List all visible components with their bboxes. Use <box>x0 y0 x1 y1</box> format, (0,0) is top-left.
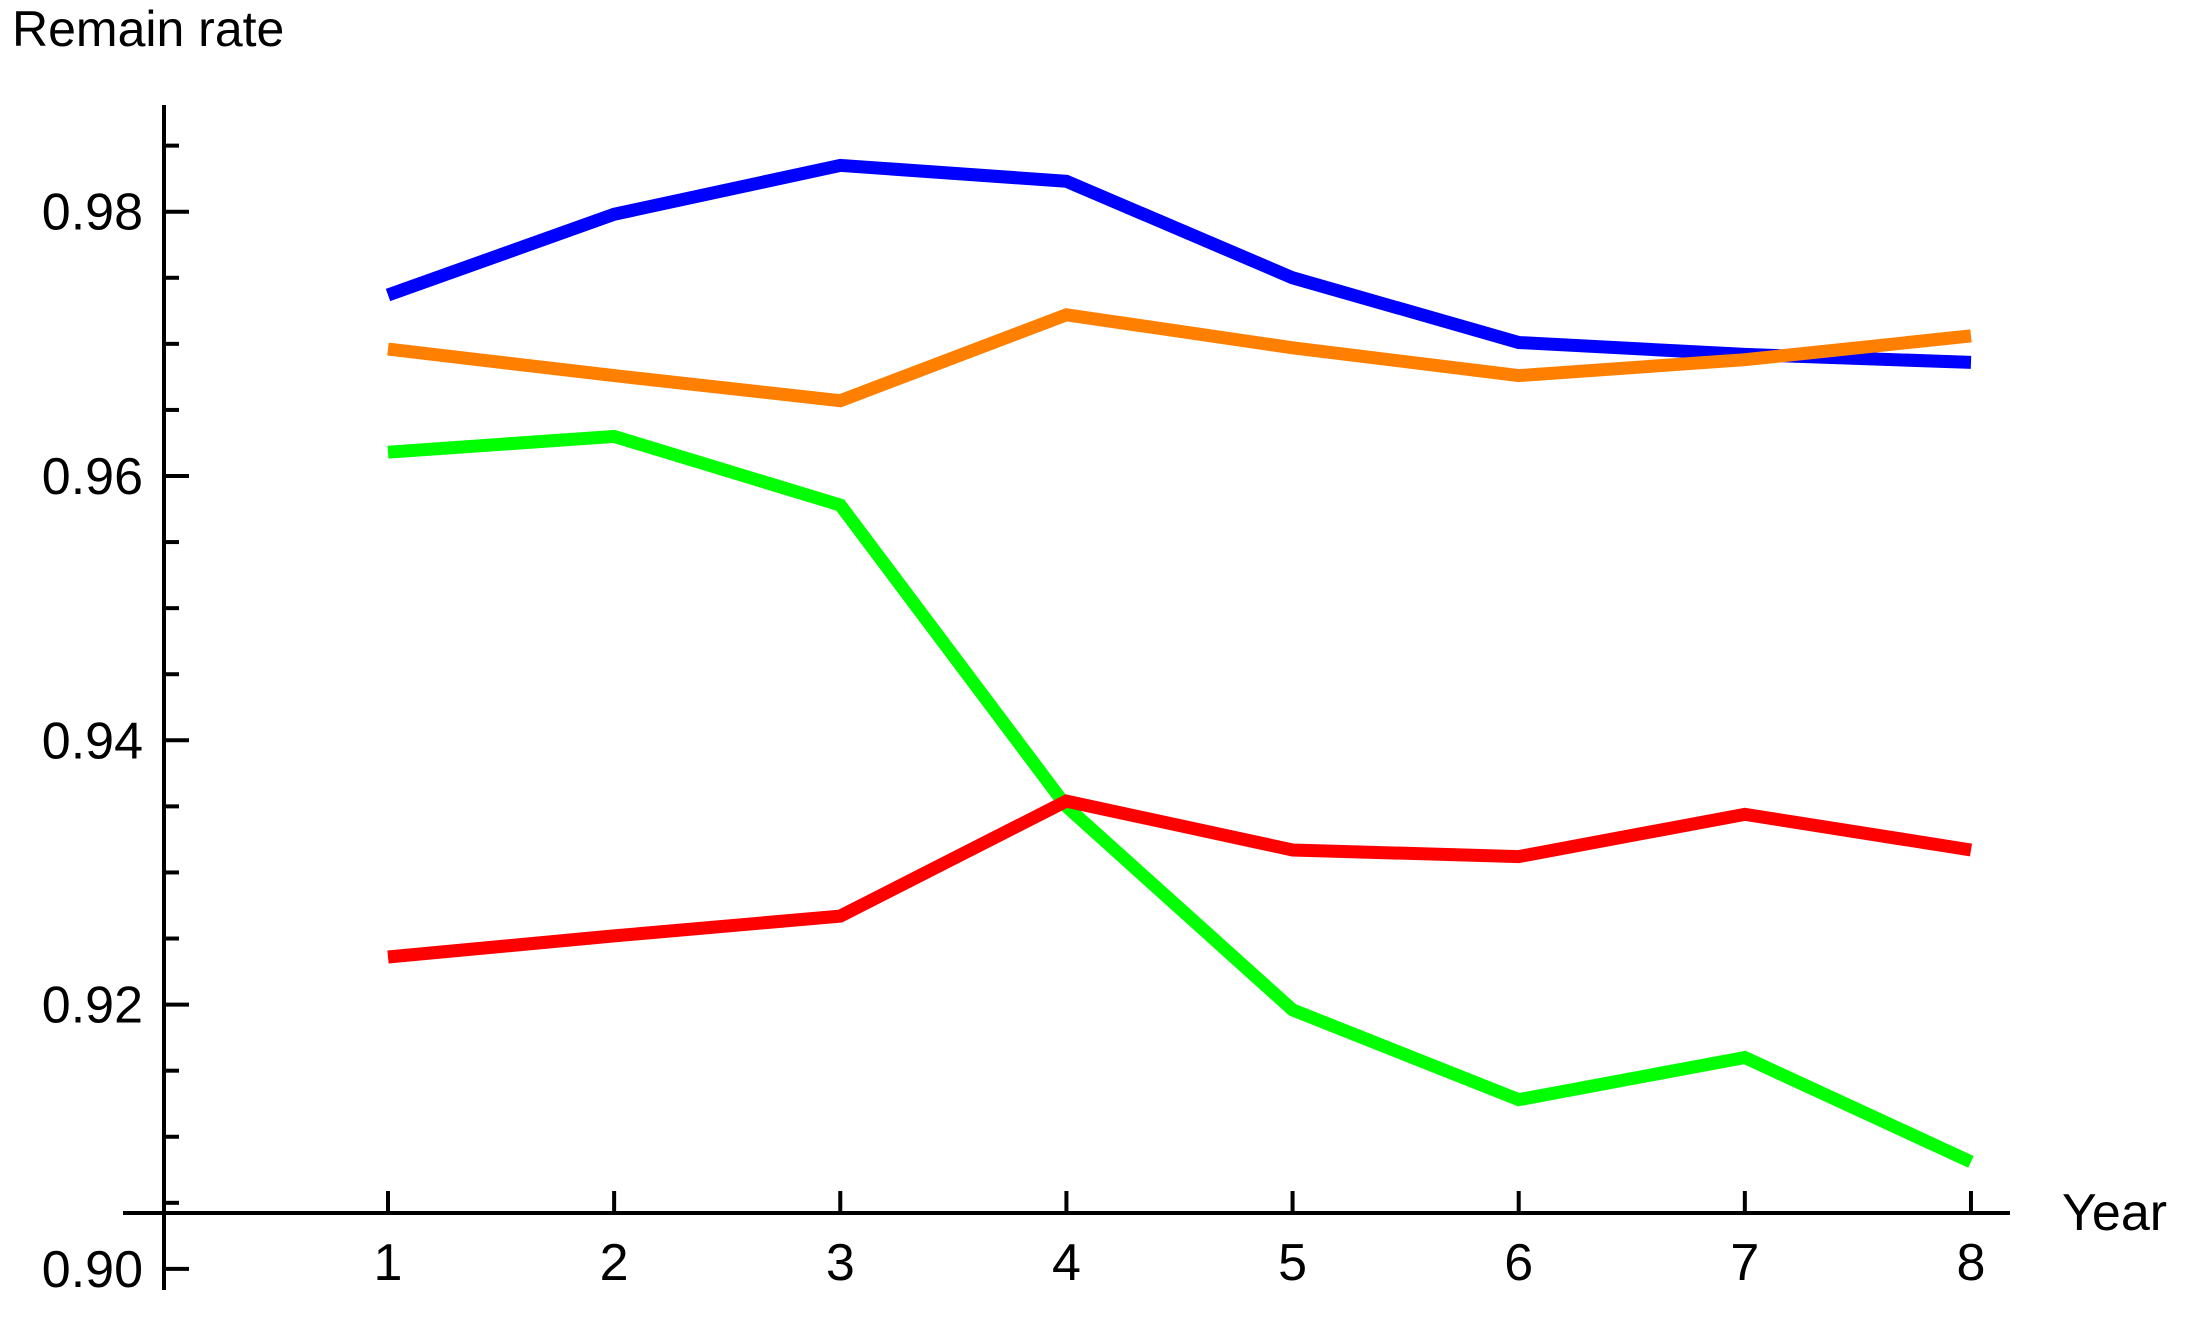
green-series-line <box>387 429 1974 1168</box>
y-tick-label: 0.92 <box>42 977 143 1035</box>
x-tick-label: 2 <box>600 1234 629 1292</box>
x-tick-label: 8 <box>1957 1234 1986 1292</box>
y-tick-label: 0.94 <box>42 712 143 770</box>
blue-series-line <box>385 158 1972 369</box>
x-tick-label: 6 <box>1504 1234 1533 1292</box>
x-tick-label: 5 <box>1278 1234 1307 1292</box>
red-series-line <box>387 794 1973 964</box>
x-tick-label: 4 <box>1052 1234 1081 1292</box>
series-lines <box>385 158 1974 1168</box>
x-tick-label: 3 <box>826 1234 855 1292</box>
y-tick-label: 0.98 <box>42 184 143 242</box>
y-tick-label: 0.96 <box>42 448 143 506</box>
axes: 0.90 0.92 0.94 0.96 0.98 1 2 3 4 5 6 7 8 <box>42 105 2010 1299</box>
x-tick-label: 1 <box>374 1234 403 1292</box>
x-tick-label: 7 <box>1730 1234 1759 1292</box>
chart-title: Remain rate <box>12 1 284 57</box>
x-axis-title: Year <box>2062 1184 2167 1242</box>
orange-series-line <box>387 308 1972 408</box>
y-tick-label: 0.90 <box>42 1241 143 1299</box>
